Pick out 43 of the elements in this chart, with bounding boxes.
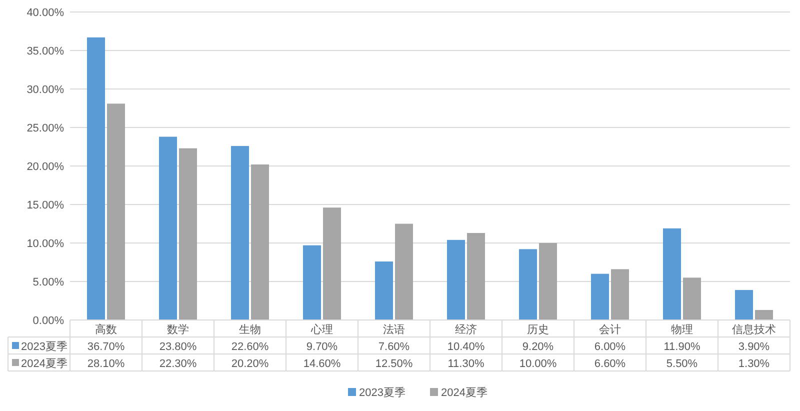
data-label: 23.80% [159,341,197,353]
data-label: 3.90% [738,341,770,353]
x-tick-label: 信息技术 [732,323,776,336]
x-tick-label: 心理 [310,323,333,336]
data-label: 5.50% [666,358,698,370]
data-label: 28.10% [87,358,125,370]
x-tick-label: 高数 [95,323,117,336]
y-tick-label: 20.00% [26,161,64,173]
data-label: 9.70% [306,341,338,353]
y-tick-label: 10.00% [26,238,64,250]
data-label: 14.60% [303,358,341,370]
data-label: 20.20% [231,358,269,370]
data-label: 10.00% [519,358,557,370]
y-tick-label: 15.00% [26,200,64,212]
data-label: 6.60% [594,358,626,370]
x-tick-label: 法语 [383,323,405,336]
data-label: 22.30% [159,358,197,370]
data-label: 9.20% [522,341,554,353]
y-tick-label: 40.00% [26,7,64,19]
legend-label: 2023夏季 [21,340,68,353]
legend-item: 2023夏季 [348,387,406,399]
data-label: 11.30% [448,358,484,370]
x-tick-label: 数学 [167,324,189,336]
x-tick-label: 历史 [527,323,549,336]
x-tick-label: 生物 [239,323,261,336]
x-tick-label: 物理 [671,324,693,336]
data-label: 6.00% [594,341,626,353]
y-tick-label: 5.00% [32,276,64,288]
data-label: 7.60% [378,341,410,353]
legend-label: 2024夏季 [21,357,68,370]
data-label: 1.30% [738,358,770,370]
x-tick-label: 会计 [599,323,621,336]
data-label: 36.70% [87,341,125,353]
y-tick-label: 35.00% [26,46,64,58]
data-label: 10.40% [447,341,485,353]
y-tick-label: 25.00% [26,122,64,134]
y-tick-label: 30.00% [26,84,64,96]
data-label: 22.60% [231,341,269,353]
data-label: 11.90% [664,341,700,353]
y-tick-label: 0.00% [32,315,64,327]
x-tick-label: 经济 [455,323,477,336]
legend-item: 2024夏季 [430,387,488,399]
data-label: 12.50% [375,358,413,370]
